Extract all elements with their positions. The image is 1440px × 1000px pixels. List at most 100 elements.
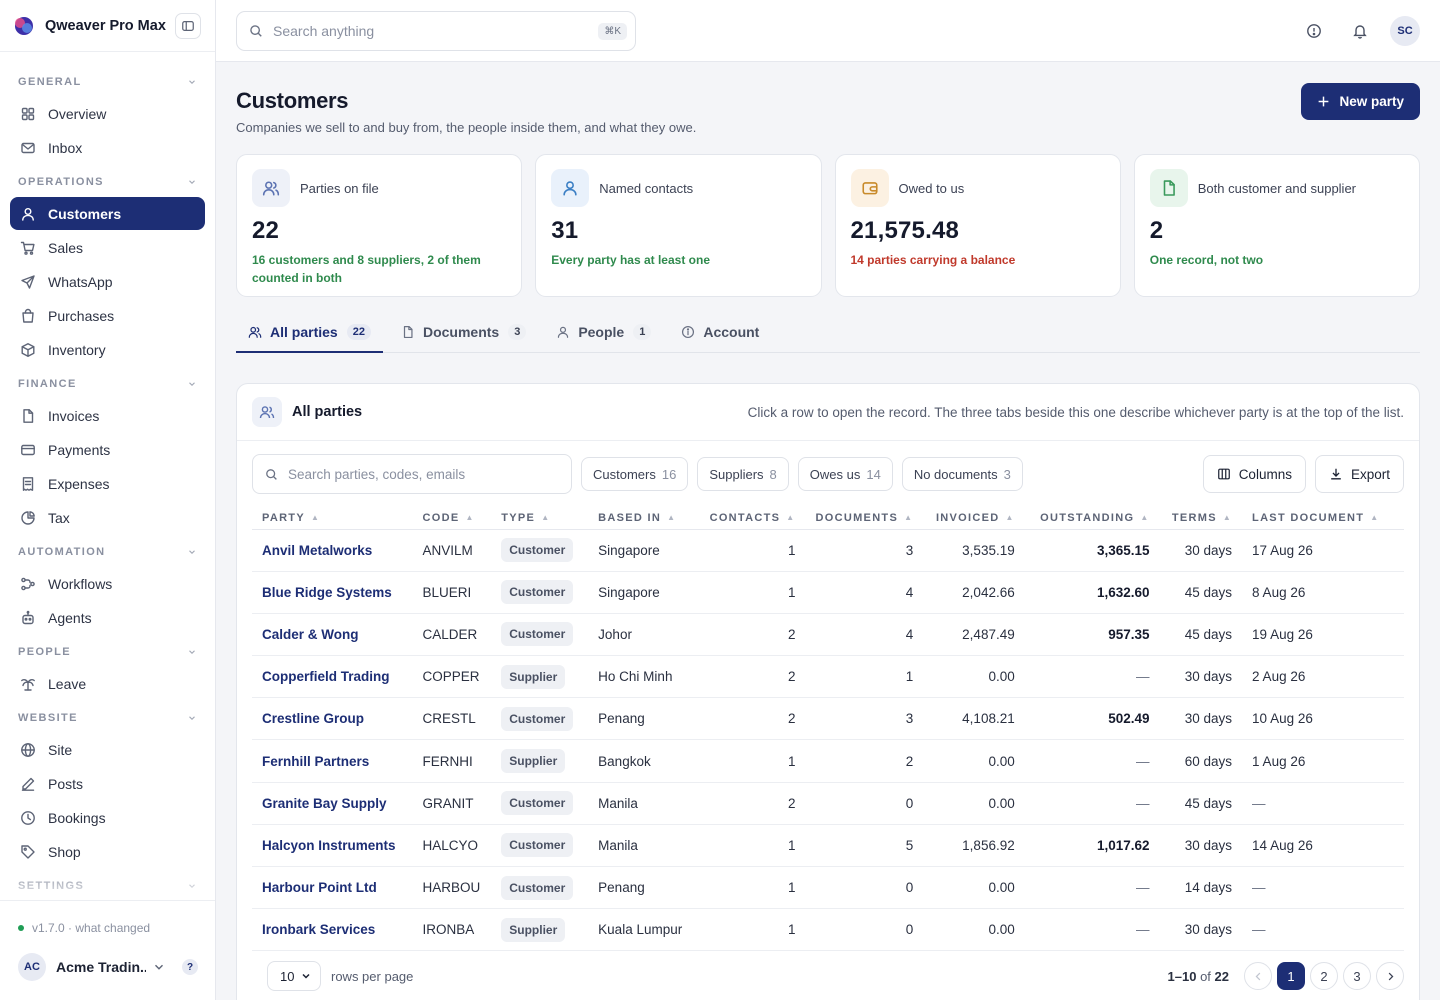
stat-value: 22: [252, 217, 280, 244]
table-row[interactable]: Anvil Metalworks ANVILM Customer Singapore 1…: [252, 529, 1404, 572]
table-row[interactable]: Ironbark Services IRONBA Supplier Kuala Lum…: [252, 908, 1404, 952]
table-cell: Customer: [491, 529, 589, 572]
stat-value: 21,575.48: [850, 217, 960, 244]
user-avatar[interactable]: SC: [1390, 16, 1420, 46]
page-button-2[interactable]: 2: [1310, 962, 1338, 991]
rows-per-page-select[interactable]: 10: [267, 961, 321, 992]
table-row[interactable]: Halcyon Instruments HALCYO Customer Manila 1…: [252, 824, 1404, 868]
sidebar-item-site[interactable]: Site: [10, 733, 205, 766]
table-cell[interactable]: Blue Ridge Systems: [252, 571, 413, 614]
table-cell[interactable]: Copperfield Trading: [252, 655, 413, 699]
sidebar-item-leave[interactable]: Leave: [10, 667, 205, 700]
filter-chip-customers[interactable]: Customers 16: [581, 457, 689, 491]
pie-icon: [21, 510, 35, 525]
sidebar-item-tax[interactable]: Tax: [10, 501, 205, 534]
column-header-contacts[interactable]: CONTACTS ▲︎: [699, 507, 806, 530]
table-cell: CALDER: [412, 613, 492, 657]
column-header-type[interactable]: TYPE ▲︎: [491, 507, 589, 530]
table-cell[interactable]: Crestline Group: [252, 697, 413, 741]
pagination: 10 rows per page 1–10 of 22 1 2 3: [237, 951, 1419, 1000]
table-row[interactable]: Blue Ridge Systems BLUERI Customer Singapor…: [252, 571, 1404, 614]
table-row[interactable]: Granite Bay Supply GRANIT Customer Manila 2 0…: [252, 782, 1404, 825]
column-header-last-document[interactable]: LAST DOCUMENT ▲︎: [1242, 507, 1404, 530]
table-row[interactable]: Crestline Group CRESTL Customer Penang 2 3 4,1…: [252, 697, 1404, 741]
nav-section-people[interactable]: PEOPLE: [10, 638, 205, 666]
version-link[interactable]: v1.7.0 · what changed: [12, 919, 203, 937]
nav-section-finance[interactable]: FINANCE: [10, 370, 205, 398]
table-cell[interactable]: Calder & Wong: [252, 613, 413, 657]
table-row[interactable]: Copperfield Trading COPPER Supplier Ho Chi …: [252, 655, 1404, 699]
sidebar-item-whatsapp[interactable]: WhatsApp: [10, 265, 205, 298]
sidebar-toggle-button[interactable]: [175, 12, 201, 39]
tab-account[interactable]: Account: [669, 313, 771, 353]
table-row[interactable]: Fernhill Partners FERNHI Supplier Bangkok 1 2…: [252, 739, 1404, 783]
column-header-party[interactable]: PARTY ▲︎: [252, 507, 413, 530]
range-of: of: [1200, 968, 1211, 984]
table-cell[interactable]: Halcyon Instruments: [252, 824, 413, 868]
nav-section-general[interactable]: GENERAL: [10, 68, 205, 96]
page-title: Customers: [236, 88, 349, 113]
column-header-code[interactable]: CODE ▲︎: [412, 507, 492, 530]
sidebar-item-agents[interactable]: Agents: [10, 601, 205, 634]
table-cell[interactable]: Ironbark Services: [252, 908, 413, 952]
page-button-1[interactable]: 1: [1277, 962, 1305, 991]
table-cell: 30 days: [1159, 824, 1243, 868]
column-header-invoiced[interactable]: INVOICED ▲︎: [923, 507, 1025, 530]
sidebar-item-inventory[interactable]: Inventory: [10, 333, 205, 366]
new-party-button[interactable]: New party: [1301, 83, 1420, 120]
sidebar-item-inbox[interactable]: Inbox: [10, 131, 205, 164]
table-cell[interactable]: Harbour Point Ltd: [252, 866, 413, 910]
sidebar-item-shop[interactable]: Shop: [10, 835, 205, 868]
column-header-documents[interactable]: DOCUMENTS ▲︎: [805, 507, 924, 530]
nav-section-operations[interactable]: OPERATIONS: [10, 168, 205, 196]
column-header-terms[interactable]: TERMS ▲︎: [1159, 507, 1243, 530]
column-header-outstanding[interactable]: OUTSTANDING ▲︎: [1024, 507, 1160, 530]
table-row[interactable]: Calder & Wong CALDER Customer Johor 2 4 2,487.…: [252, 613, 1404, 657]
help-button[interactable]: ?: [182, 959, 198, 975]
tab-all-parties[interactable]: All parties 22: [236, 313, 383, 353]
table-cell: —: [1242, 908, 1404, 952]
nav-section-website[interactable]: WEBSITE: [10, 704, 205, 732]
prev-page-button[interactable]: [1244, 962, 1272, 991]
columns-button[interactable]: Columns: [1202, 455, 1306, 493]
cell-invoiced: 0.00: [988, 922, 1015, 938]
table-row[interactable]: Harbour Point Ltd HARBOU Customer Penang 1 0 0…: [252, 866, 1404, 910]
export-button[interactable]: Export: [1314, 455, 1404, 493]
nav-section-automation[interactable]: AUTOMATION: [10, 538, 205, 566]
cell-invoiced: 0.00: [988, 795, 1015, 811]
sidebar-item-invoices[interactable]: Invoices: [10, 399, 205, 432]
sidebar-item-customers[interactable]: Customers: [10, 197, 205, 230]
cell-terms: 45 days: [1184, 584, 1233, 600]
tab-documents[interactable]: Documents 3: [389, 313, 538, 353]
users-icon: [262, 181, 280, 196]
sidebar-item-purchases[interactable]: Purchases: [10, 299, 205, 332]
filter-chip-no-documents[interactable]: No documents 3: [901, 457, 1023, 491]
next-page-button[interactable]: [1376, 962, 1404, 991]
column-header-based-in[interactable]: BASED IN ▲︎: [588, 507, 700, 530]
account-switcher[interactable]: AC Acme Tradin... ?: [12, 947, 203, 987]
parties-search-input[interactable]: Search parties, codes, emails: [252, 454, 572, 494]
filter-chip-owes-us[interactable]: Owes us 14: [797, 457, 893, 491]
tab-people[interactable]: People 1: [544, 313, 663, 353]
sidebar-item-workflows[interactable]: Workflows: [10, 567, 205, 600]
notifications-button[interactable]: [1344, 15, 1376, 47]
table-cell: BLUERI: [412, 571, 492, 614]
sidebar-item-bookings[interactable]: Bookings: [10, 801, 205, 834]
page-button-3[interactable]: 3: [1343, 962, 1371, 991]
filter-chip-suppliers[interactable]: Suppliers 8: [697, 457, 789, 491]
table-cell[interactable]: Fernhill Partners: [252, 739, 413, 783]
sidebar-item-expenses[interactable]: Expenses: [10, 467, 205, 500]
sort-icon: ▲︎: [1140, 513, 1150, 523]
sidebar-item-overview[interactable]: Overview: [10, 97, 205, 130]
table-cell: Bangkok: [588, 739, 700, 783]
global-search-input[interactable]: Search anything ⌘K: [236, 11, 636, 51]
sidebar-item-payments[interactable]: Payments: [10, 433, 205, 466]
plus-icon: [1319, 96, 1329, 107]
column-header-label: CODE: [422, 511, 460, 524]
table-cell[interactable]: Anvil Metalworks: [252, 529, 413, 572]
sidebar-item-sales[interactable]: Sales: [10, 231, 205, 264]
parties-table: PARTY ▲︎ CODE ▲︎ TYPE ▲︎ BASED IN ▲︎ CONTACT…: [252, 507, 1404, 952]
sidebar-item-posts[interactable]: Posts: [10, 767, 205, 800]
info-button[interactable]: [1298, 15, 1330, 47]
table-cell[interactable]: Granite Bay Supply: [252, 782, 413, 825]
